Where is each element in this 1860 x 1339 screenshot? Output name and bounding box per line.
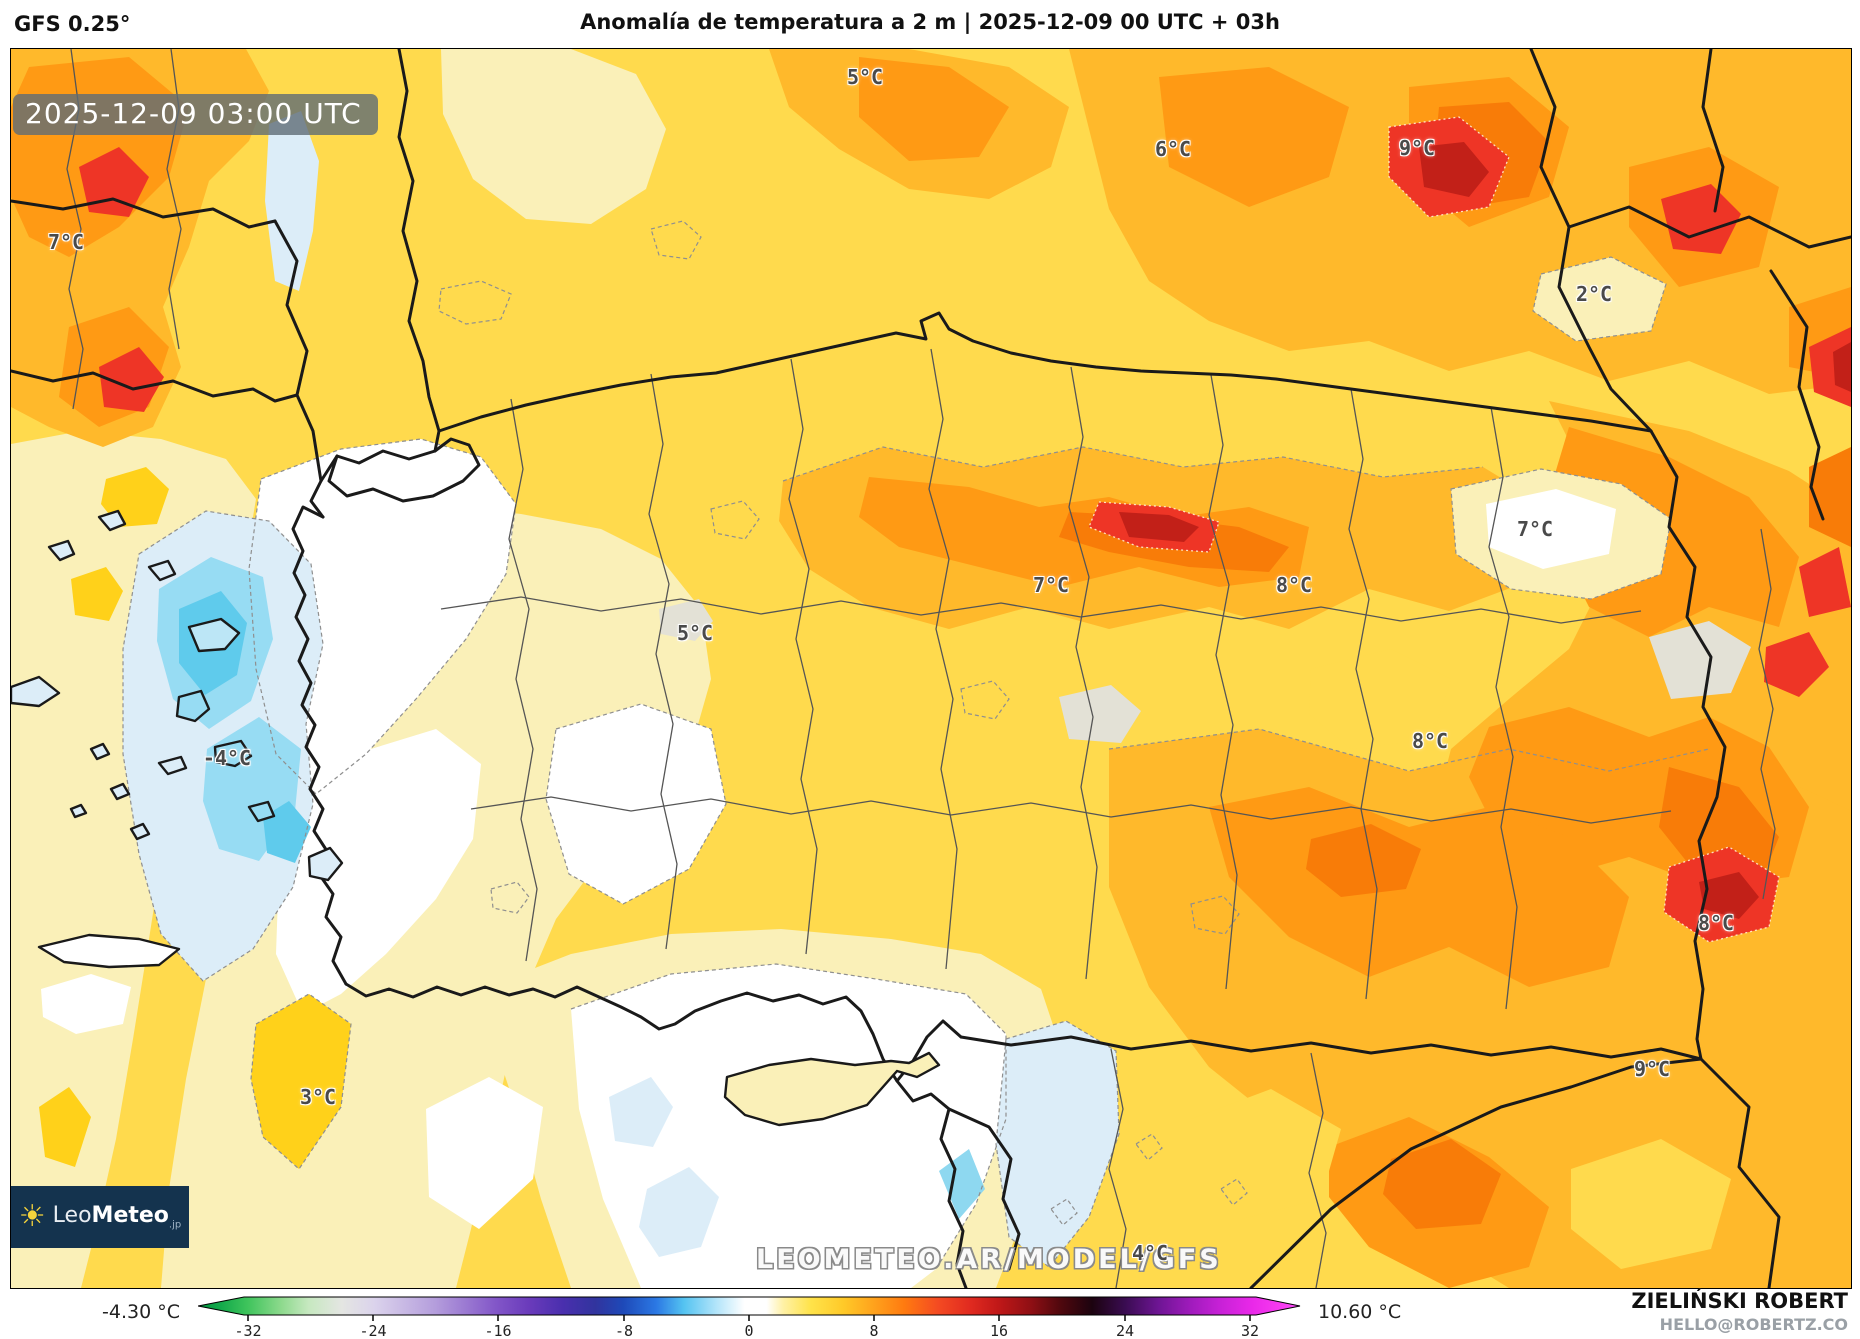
- contour-dashed-layer: [122, 220, 1710, 1270]
- temp-label: 8°C: [1411, 729, 1449, 753]
- temp-label: 8°C: [1697, 911, 1735, 935]
- model-label: GFS 0.25°: [14, 12, 131, 36]
- logo-wordmark: LeoMeteo.jp: [52, 1203, 182, 1231]
- temp-label: 9°C: [1398, 136, 1436, 160]
- admin-borders-layer: [66, 49, 1776, 1288]
- contour-high-dotted-layer: [1088, 116, 1780, 943]
- temp-label: 5°C: [676, 621, 714, 645]
- temp-label: 3°C: [299, 1085, 337, 1109]
- page-title: Anomalía de temperatura a 2 m | 2025-12-…: [580, 10, 1280, 34]
- temp-label: -4°C: [202, 746, 252, 770]
- colorbar-gradient-arrow: [198, 1296, 1301, 1316]
- colorbar-tick: 24: [1115, 1322, 1135, 1339]
- colorbar-max-label: 10.60 °C: [1318, 1301, 1402, 1323]
- temp-label: 8°C: [1275, 573, 1313, 597]
- author-name: ZIELIŃSKI ROBERT: [1631, 1289, 1848, 1313]
- temp-label: 9°C: [1633, 1057, 1671, 1081]
- colorbar-tick: -32: [234, 1322, 262, 1339]
- temp-label: 5°C: [846, 65, 884, 89]
- colorbar-tick: 16: [989, 1322, 1009, 1339]
- colorbar-tick: -24: [359, 1322, 387, 1339]
- sun-icon: ☀: [18, 1199, 46, 1234]
- colorbar: [198, 1296, 1301, 1321]
- anomaly-fill-layer: [11, 49, 1851, 1288]
- colorbar-tick: -8: [614, 1322, 634, 1339]
- temp-label: 7°C: [47, 230, 85, 254]
- colorbar-tick: 32: [1240, 1322, 1260, 1339]
- author-contact: HELLO@ROBERTZ.CO: [1659, 1315, 1848, 1334]
- colorbar-ticks: [247, 1315, 1251, 1321]
- temp-label: 2°C: [1575, 282, 1613, 306]
- colorbar-tick: -16: [484, 1322, 512, 1339]
- temp-label: 7°C: [1516, 517, 1554, 541]
- map-canvas: 2025-12-09 03:00 UTC LEOMETEO.AR/MODEL/G…: [10, 48, 1852, 1289]
- islands-layer: [11, 509, 941, 1127]
- colorbar-tick: 8: [869, 1322, 879, 1339]
- anomaly-map-svg: [11, 49, 1851, 1288]
- timestamp-badge: 2025-12-09 03:00 UTC: [13, 94, 378, 135]
- coastline-layer: [11, 49, 1851, 1288]
- colorbar-min-label: -4.30 °C: [102, 1301, 180, 1323]
- temp-label: 4°C: [1131, 1241, 1169, 1265]
- colorbar-tick: 0: [744, 1322, 754, 1339]
- watermark-text: LEOMETEO.AR/MODEL/GFS: [756, 1244, 1222, 1275]
- temp-label: 6°C: [1154, 137, 1192, 161]
- temp-label: 7°C: [1032, 573, 1070, 597]
- leometeo-logo: ☀ LeoMeteo.jp: [11, 1186, 189, 1248]
